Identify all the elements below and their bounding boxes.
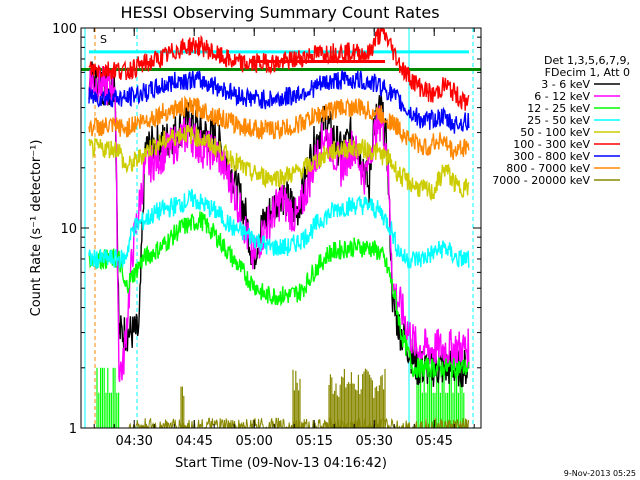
y-tick-label: 100 xyxy=(52,22,77,37)
x-tick-label: 05:00 xyxy=(235,434,272,449)
x-tick-label: 05:15 xyxy=(295,434,332,449)
legend-entry-label: 3 - 6 keV xyxy=(541,78,590,91)
y-tick-label: 10 xyxy=(60,222,77,237)
legend-entry-label: 800 - 7000 keV xyxy=(506,162,590,175)
legend-header-line: Det 1,3,5,6,7,9, xyxy=(544,54,630,67)
legend-entry-label: 6 - 12 keV xyxy=(534,90,590,103)
legend-entry-label: 25 - 50 keV xyxy=(527,114,590,127)
saa-flag-letter: S xyxy=(100,33,107,46)
y-axis-label: Count Rate (s⁻¹ detector⁻¹) xyxy=(29,140,44,317)
chart-title: HESSI Observing Summary Count Rates xyxy=(120,3,439,22)
x-tick-label: 05:30 xyxy=(355,434,392,449)
series-line-6 xyxy=(88,28,470,111)
axes-layer: 04:30 04:45 05:00 05:15 05:30 05:45 1 10 100 S xyxy=(52,22,481,449)
legend-entry-label: 12 - 25 keV xyxy=(527,102,590,115)
series-line-1 xyxy=(88,61,470,388)
series-layer xyxy=(81,28,481,428)
legend: Det 1,3,5,6,7,9,FDecim 1, Att 03 - 6 keV… xyxy=(492,54,630,187)
x-tick-label: 04:30 xyxy=(115,434,152,449)
series-line-5 xyxy=(88,124,470,202)
legend-entry-label: 7000 - 20000 keV xyxy=(492,174,590,187)
legend-entry-label: 100 - 300 keV xyxy=(513,138,590,151)
legend-entry-label: 50 - 100 keV xyxy=(520,126,590,139)
series-line-7 xyxy=(88,70,470,134)
x-tick-label: 05:45 xyxy=(415,434,452,449)
y-tick-label: 1 xyxy=(69,422,77,437)
plot-timestamp: 9-Nov-2013 05:25 xyxy=(564,469,636,478)
series-line-8 xyxy=(88,95,470,160)
series-line-9 xyxy=(128,417,470,428)
legend-entry-label: 300 - 800 keV xyxy=(513,150,590,163)
series-line-2 xyxy=(88,65,470,382)
x-tick-label: 04:45 xyxy=(175,434,212,449)
legend-header-line: FDecim 1, Att 0 xyxy=(545,66,630,79)
series-line-4 xyxy=(88,188,470,269)
series-line-3 xyxy=(88,211,470,379)
x-axis-label: Start Time (09-Nov-13 04:16:42) xyxy=(175,456,387,471)
